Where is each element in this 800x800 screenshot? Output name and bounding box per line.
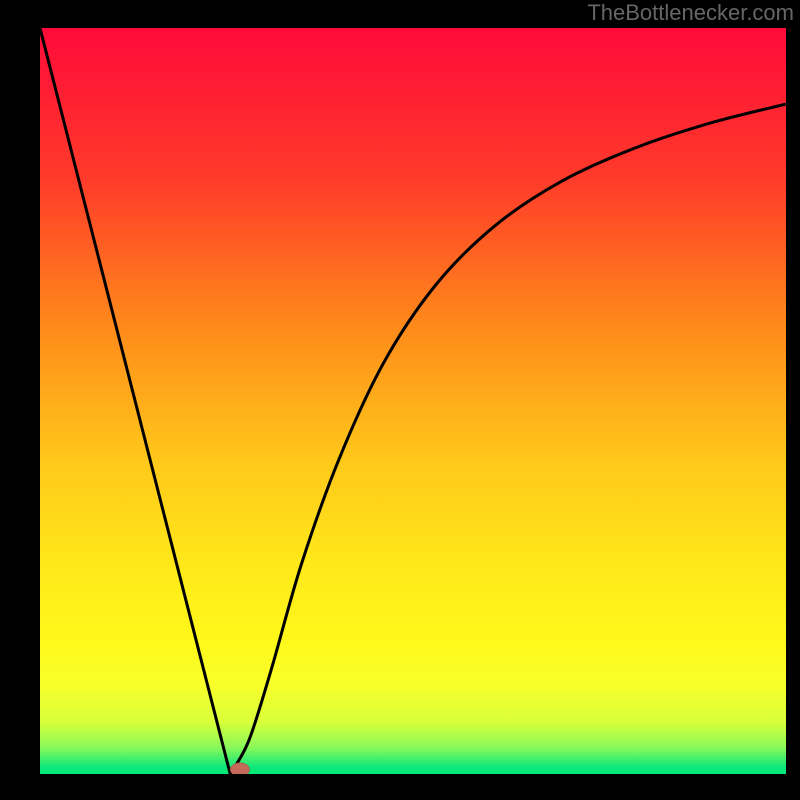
gradient-fill [40, 28, 786, 774]
figure-container: TheBottlenecker.com [0, 0, 800, 800]
plot-area [40, 28, 786, 786]
minimum-marker [230, 763, 249, 774]
watermark-text: TheBottlenecker.com [587, 0, 794, 26]
chart-svg [40, 28, 786, 774]
